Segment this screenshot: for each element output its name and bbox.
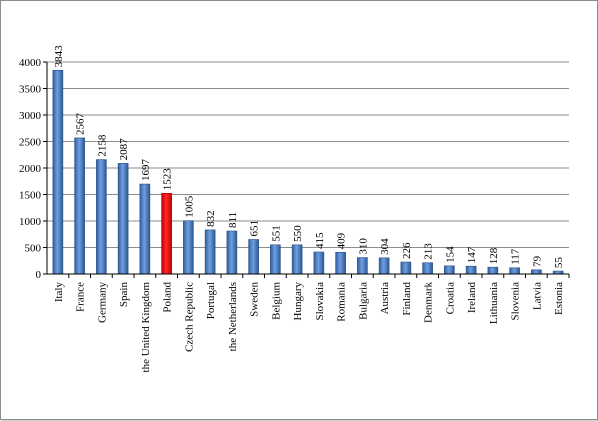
category-label: Italy [53, 282, 65, 303]
data-label: 154 [444, 246, 456, 263]
bar-latvia [531, 269, 542, 275]
category-labels: Italy France Germany Spain the United Kingdo… [53, 274, 570, 373]
bar-ireland [465, 265, 477, 275]
data-label: 304 [379, 238, 391, 255]
data-label: 117 [510, 248, 522, 265]
data-label: 3843 [53, 45, 65, 68]
category-label: France [75, 282, 87, 312]
data-label: 79 [531, 255, 543, 267]
y-tick-label: 2500 [19, 137, 42, 149]
data-label: 55 [553, 257, 565, 269]
bar-france [74, 137, 85, 275]
data-label: 551 [270, 225, 282, 242]
data-label: 2158 [96, 134, 108, 157]
category-label: Spain [118, 282, 130, 308]
data-label: 213 [423, 243, 435, 260]
y-tick-label: 3500 [19, 84, 42, 96]
category-label: Czech Republic [183, 282, 195, 352]
category-label: Belgium [270, 282, 282, 320]
data-label: 832 [205, 210, 217, 227]
bars [52, 70, 564, 275]
bar-romania [335, 252, 346, 275]
category-label: Lithuania [488, 282, 500, 324]
bar-bulgaria [357, 257, 368, 275]
category-label: Poland [162, 282, 174, 313]
y-axis-ticks: 0 500 1000 1500 2000 2500 3000 3500 4000 [19, 57, 47, 281]
category-label: Denmark [423, 282, 435, 323]
data-label: 310 [357, 238, 369, 255]
bar-italy [52, 70, 64, 275]
category-label: Bulgaria [357, 282, 369, 320]
bar-the-united-kingdom [139, 183, 151, 275]
bar-the-netherlands [226, 230, 238, 275]
bar-spain [117, 163, 129, 275]
bar-czech-republic [183, 220, 194, 275]
bar-lithuania [487, 266, 499, 275]
data-label: 147 [466, 246, 478, 263]
data-label: 409 [336, 232, 348, 249]
data-label: 1005 [183, 195, 195, 218]
data-label: 128 [488, 247, 500, 264]
data-label: 1523 [162, 168, 174, 191]
data-label: 415 [314, 232, 326, 249]
category-label: Romania [336, 282, 348, 322]
bar-portugal [204, 229, 216, 275]
bar-belgium [270, 244, 281, 275]
category-label: Finland [401, 282, 413, 316]
category-label: the Netherlands [227, 282, 239, 351]
bar-austria [378, 257, 390, 275]
category-label: Portugal [205, 282, 217, 319]
category-label: Slovenia [510, 282, 522, 321]
data-label: 226 [401, 242, 413, 259]
category-label: Slovakia [314, 282, 326, 321]
category-label: Sweden [249, 282, 261, 317]
y-tick-label: 4000 [19, 57, 42, 69]
bar-croatia [444, 265, 455, 275]
bar-slovakia [313, 251, 325, 275]
y-tick-label: 1500 [19, 190, 42, 202]
y-tick-label: 500 [25, 243, 42, 255]
y-tick-label: 1000 [19, 216, 42, 228]
bar-slovenia [509, 267, 520, 275]
bar-germany [96, 159, 107, 275]
data-label: 2567 [75, 112, 87, 135]
y-tick-label: 3000 [19, 110, 42, 122]
bar-finland [400, 261, 412, 275]
y-tick-label: 0 [36, 269, 42, 281]
bar-hungary [291, 244, 303, 275]
category-label: Hungary [292, 282, 304, 321]
category-label: Germany [96, 282, 108, 323]
data-label: 2087 [118, 138, 130, 161]
bar-poland [161, 192, 172, 275]
data-label: 651 [249, 220, 261, 237]
category-label: Austria [379, 282, 391, 315]
category-label: Latvia [531, 282, 543, 310]
gridlines [47, 61, 569, 248]
bar-sweden [248, 239, 259, 275]
data-label: 1697 [140, 159, 152, 182]
bar-denmark [422, 262, 433, 275]
data-label: 811 [227, 212, 239, 228]
category-label: Estonia [553, 282, 565, 315]
y-tick-label: 2000 [19, 163, 42, 175]
category-label: Croatia [444, 282, 456, 314]
data-label: 550 [292, 225, 304, 242]
category-label: Ireland [466, 282, 478, 314]
category-label: the United Kingdom [140, 282, 152, 373]
